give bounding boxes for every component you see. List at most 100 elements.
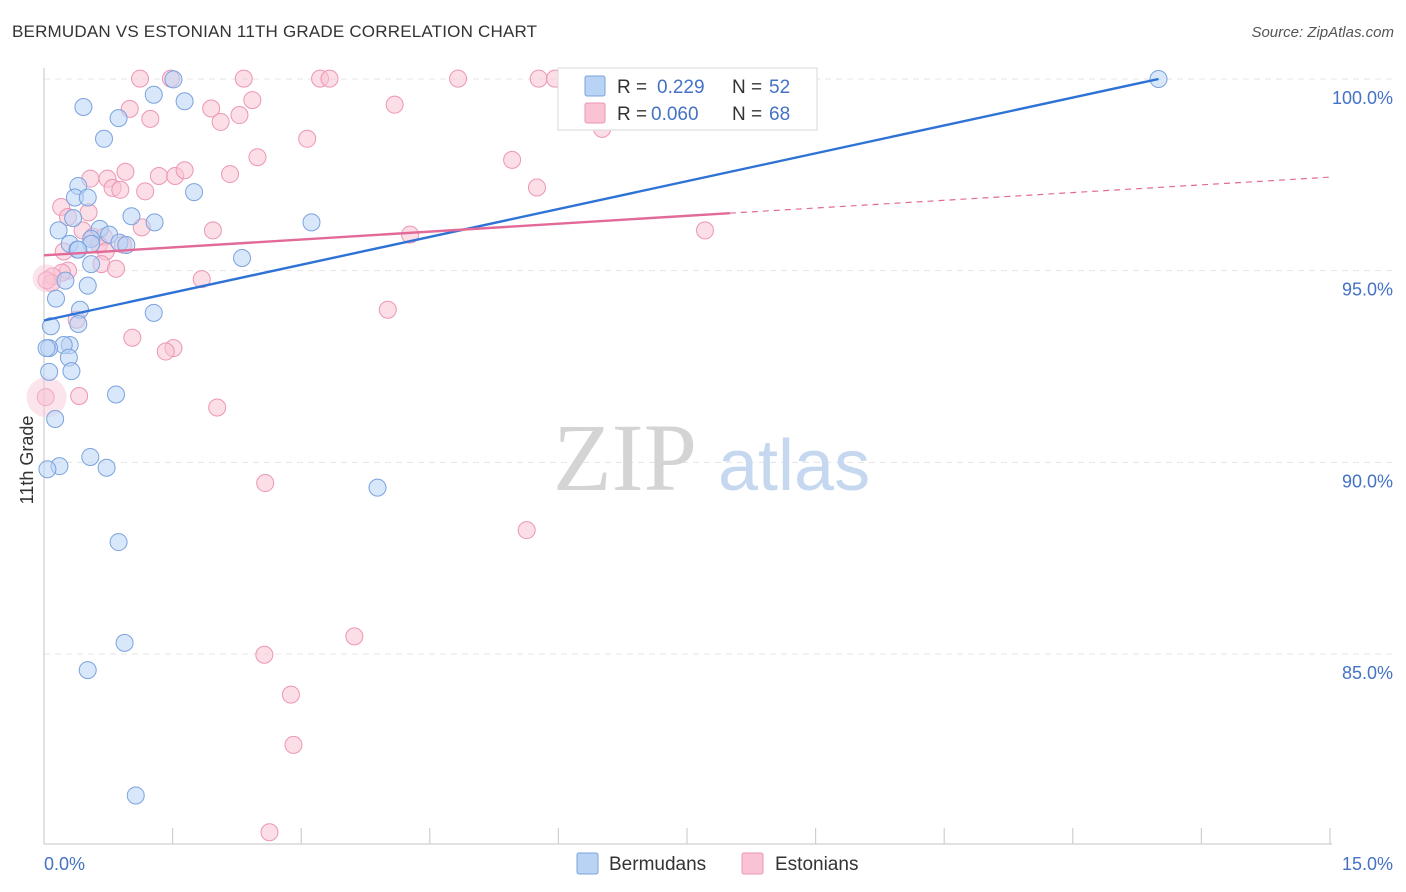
series-legend-swatch-estonians [741,852,764,875]
estonians-point [149,166,168,185]
bermudans-point [144,303,163,322]
estonians-point [37,271,56,290]
bermudans-point [78,276,97,295]
estonians-point [141,109,160,128]
estonians-point [203,221,222,240]
estonians-point [26,377,67,418]
bermudans-point [175,92,194,111]
estonians-point [255,645,274,664]
y-tick-label: 90.0% [1342,471,1393,491]
x-tick-label: 15.0% [1342,854,1393,874]
legend-r-label: R = [617,104,647,125]
estonians-point [298,129,317,148]
estonians-point [503,150,522,169]
estonians-point [345,627,364,646]
watermark: ZIP atlas [553,404,870,511]
estonians-point [256,474,275,493]
bermudans-point [126,786,145,805]
bermudans-point [74,97,93,116]
bermudans-point [40,362,59,381]
bermudans-point [56,271,75,290]
bermudans-point [47,289,66,308]
estonians-point [175,161,194,180]
legend-n-value-bermudans: 52 [769,77,790,98]
legend-r-value-bermudans: 0.229 [657,77,705,98]
estonians-point [70,387,89,406]
y-axis-labels: 100.0% 95.0% 90.0% 85.0% [1332,88,1393,683]
bermudans-point [164,70,183,89]
legend-swatch-estonians [584,102,606,124]
bermudans-point [368,478,387,497]
estonians-point [211,112,230,131]
estonians-trend-extension [729,176,1331,214]
estonians-point [696,221,715,240]
x-axis-labels: 0.0% 15.0% [44,854,1393,874]
estonians-point [260,823,279,842]
estonians-point [230,106,249,125]
gridlines [44,78,1394,655]
estonians-point [385,95,404,114]
estonians-point [136,182,155,201]
series-legend: Bermudans Estonians [576,852,858,875]
y-tick-label: 85.0% [1342,663,1393,683]
estonians-point [116,162,135,181]
watermark-atlas: atlas [718,426,870,506]
estonians-point [111,180,130,199]
chart-title: BERMUDAN VS ESTONIAN 11TH GRADE CORRELAT… [12,22,538,41]
estonians-point [107,259,126,278]
bermudans-point [233,249,252,268]
estonians-point [401,225,420,244]
estonians-point [529,69,548,88]
estonians-point [131,69,150,88]
bermudans-points [37,70,1168,805]
bermudans-point [185,183,204,202]
estonians-point [284,735,303,754]
legend-r-value-estonians: 0.060 [651,104,699,125]
estonians-point [517,521,536,540]
legend-n-label: N = [732,77,762,98]
y-tick-label: 95.0% [1342,280,1393,300]
bermudans-point [46,410,65,429]
bermudans-point [69,314,88,333]
bermudans-point [62,362,81,381]
estonians-point [527,178,546,197]
estonians-point [32,264,61,293]
bermudans-point [38,460,57,479]
legend-n-label: N = [732,104,762,125]
bermudans-point [82,255,101,274]
series-legend-swatch-bermudans [576,852,599,875]
estonians-point [243,91,262,110]
legend-r-label: R = [617,77,647,98]
axes [43,68,1332,845]
estonians-point [123,328,142,347]
legend-n-value-estonians: 68 [769,104,790,125]
bermudans-point [109,109,128,128]
bermudans-point [95,129,114,148]
estonians-point [208,398,227,417]
bermudans-point [115,633,134,652]
bermudans-point [78,661,97,680]
bermudans-point [107,385,126,404]
bermudans-point [37,339,56,358]
estonians-point [156,342,175,361]
series-legend-bermudans: Bermudans [609,854,706,875]
estonians-point [79,203,98,222]
y-tick-label: 100.0% [1332,88,1393,108]
estonians-point [320,69,339,88]
stats-legend: R = 0.229 N = 52 R = 0.060 N = 68 [557,67,818,131]
bermudans-point [49,221,68,240]
estonians-point [449,69,468,88]
bermudans-point [64,209,83,228]
bermudans-point [302,213,321,232]
bermudans-point [122,207,141,226]
estonians-point [281,685,300,704]
estonians-point [36,388,55,407]
bermudans-point [144,85,163,104]
estonians-trend-line [43,211,730,257]
estonians-point [192,270,211,289]
bermudans-point [97,458,116,477]
bermudans-point [145,213,164,232]
legend-swatch-bermudans [584,75,606,97]
bermudans-point [109,533,128,552]
